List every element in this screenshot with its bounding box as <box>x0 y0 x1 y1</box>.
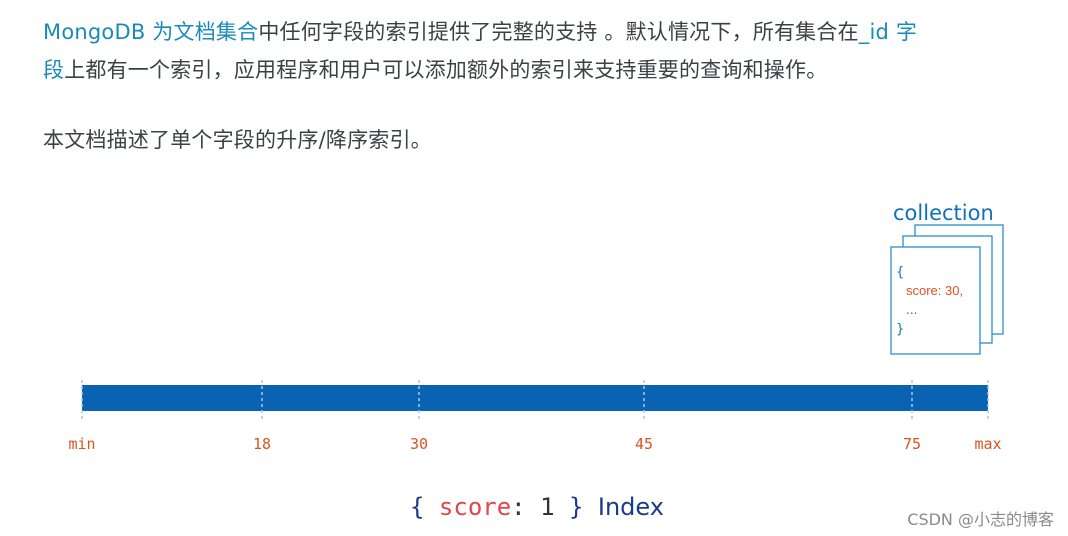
paragraph-line-2: 段上都有一个索引，应用程序和用户可以添加额外的索引来支持重要的查询和操作。 <box>43 54 827 84</box>
paragraph-2: 本文档描述了单个字段的升序/降序索引。 <box>43 128 432 152</box>
doc-close-brace: } <box>896 322 904 337</box>
tick-label: 45 <box>635 435 653 453</box>
doc-field: score: 30, <box>906 283 963 298</box>
tick-label: max <box>974 435 1001 453</box>
field: score <box>439 493 511 521</box>
id-field-link-cont[interactable]: 段 <box>43 58 65 82</box>
watermark: CSDN @小志的博客 <box>907 510 1054 529</box>
text: 中任何字段的索引提供了完整的支持 。默认情况下，所有集合在 <box>258 20 859 44</box>
document-stack <box>890 224 1004 355</box>
value: 1 <box>540 493 554 521</box>
text: 上都有一个索引，应用程序和用户可以添加额外的索引来支持重要的查询和操作。 <box>64 58 828 82</box>
tick-label: 18 <box>253 435 271 453</box>
id-field-link[interactable]: _id 字 <box>858 20 918 44</box>
doc-open-brace: { <box>896 265 904 280</box>
document-front <box>890 246 981 355</box>
doc-ellipsis: ... <box>906 303 917 317</box>
tick-label: min <box>68 435 95 453</box>
tick-label: 75 <box>903 435 921 453</box>
mongodb-collections-link[interactable]: MongoDB 为文档集合 <box>43 20 259 44</box>
index-label: { score: 1 } Index <box>410 493 664 521</box>
open-brace: { <box>410 493 424 521</box>
paragraph-line-1: MongoDB 为文档集合中任何字段的索引提供了完整的支持 。默认情况下，所有集… <box>43 16 917 46</box>
close-brace: } <box>569 493 583 521</box>
index-bar <box>82 385 988 411</box>
colon: : <box>511 493 525 521</box>
index-word: Index <box>598 493 664 521</box>
collection-label: collection <box>893 201 994 225</box>
tick-label: 30 <box>410 435 428 453</box>
